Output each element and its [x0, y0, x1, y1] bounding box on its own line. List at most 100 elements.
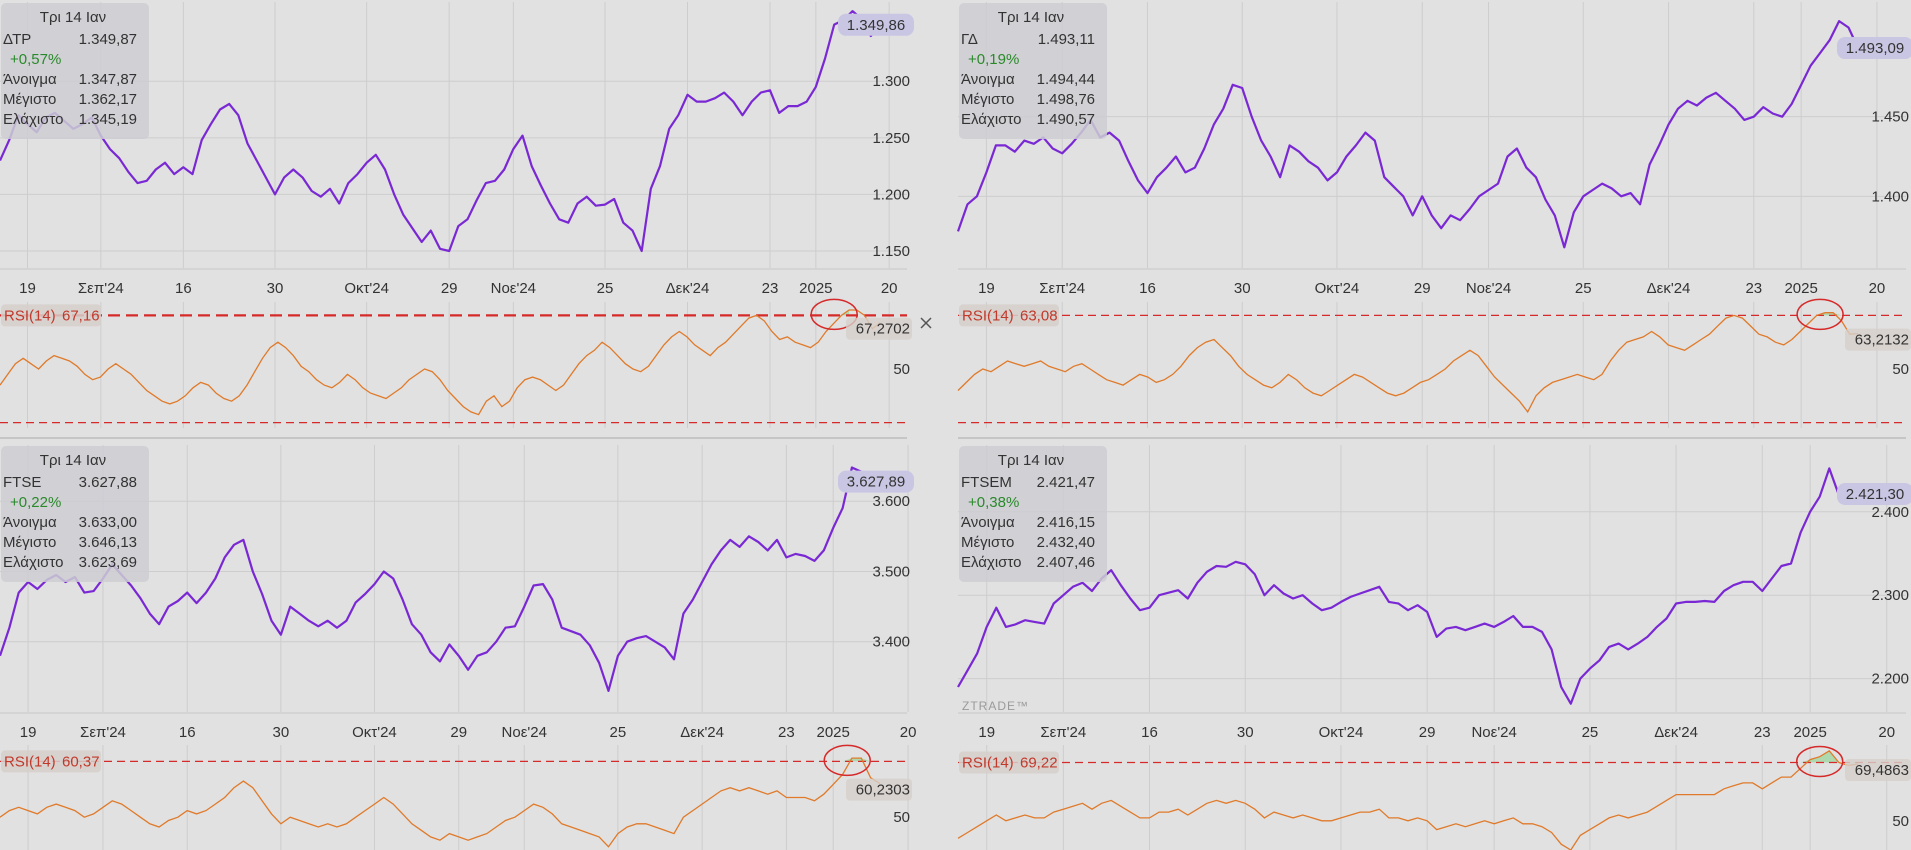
y-tick-label: 3.500	[872, 563, 910, 580]
ztrade-watermark: ZTRADE™	[962, 699, 1029, 713]
info-box-bg	[1, 3, 149, 139]
x-tick-label: 20	[881, 280, 898, 297]
info-label-symbol: ΓΔ	[961, 31, 978, 48]
price-series-line	[957, 467, 1859, 705]
x-tick-label: 30	[267, 280, 284, 297]
info-value-high: 1.362,17	[79, 91, 137, 108]
last-price-badge	[1837, 37, 1911, 60]
info-change: +0,22%	[10, 494, 61, 511]
info-label-high_label: Μέγιστο	[961, 91, 1014, 108]
info-label-open_label: Άνοιγμα	[961, 514, 1015, 531]
y-tick-label: 1.400	[1871, 188, 1909, 205]
info-label-low_label: Ελάχιστο	[961, 111, 1021, 128]
x-tick-label: 2025	[799, 280, 832, 297]
x-tick-label: 2025	[1793, 724, 1826, 741]
x-tick-label: Νοε'24	[1466, 280, 1511, 297]
rsi-series-line	[0, 309, 881, 416]
info-value-last: 2.421,47	[1037, 474, 1095, 491]
price-series-line	[0, 466, 881, 693]
info-value-low: 2.407,46	[1037, 554, 1095, 571]
rsi-last-badge-text: 67,2702	[856, 321, 910, 338]
info-date: Τρι 14 Ιαν	[998, 9, 1064, 26]
overbought-highlight-ring	[1796, 298, 1844, 331]
x-tick-label: 20	[900, 724, 917, 741]
info-label-high_label: Μέγιστο	[961, 534, 1014, 551]
x-tick-label: 16	[179, 724, 196, 741]
rsi-label-bg	[1, 750, 101, 773]
info-label-low_label: Ελάχιστο	[961, 554, 1021, 571]
info-value-low: 3.623,69	[79, 554, 137, 571]
x-tick-label: 23	[778, 724, 795, 741]
info-label-symbol: FTSEM	[961, 474, 1012, 491]
ohlc-info-box: Τρι 14 Ιαν FTSE 3.627,88 +0,22% Άνοιγμα 3.633…	[1, 446, 149, 582]
x-tick-label: Οκτ'24	[1319, 724, 1364, 741]
info-change: +0,19%	[968, 51, 1019, 68]
info-value-high: 1.498,76	[1037, 91, 1095, 108]
x-tick-label: 2025	[1784, 280, 1817, 297]
info-value-high: 2.432,40	[1037, 534, 1095, 551]
x-tick-label: Οκτ'24	[1315, 280, 1360, 297]
rsi-name: RSI(14)	[4, 753, 56, 770]
last-price-badge-text: 1.493,09	[1846, 40, 1904, 57]
x-tick-label: Σεπ'24	[78, 280, 124, 297]
rsi-pane: RSI(14) 60,37 60,2303 50	[0, 744, 912, 848]
x-tick-label: 19	[19, 280, 36, 297]
x-tick-label: Σεπ'24	[1040, 724, 1086, 741]
rsi-name: RSI(14)	[962, 755, 1014, 772]
x-tick-label: 25	[610, 724, 627, 741]
x-tick-label: Δεκ'24	[680, 724, 724, 741]
y-tick-label: 1.450	[1871, 109, 1909, 126]
y-tick-label: 3.400	[872, 634, 910, 651]
overbought-highlight-ring	[810, 298, 858, 331]
overbought-highlight-ring	[823, 744, 871, 777]
close-icon-stroke	[920, 317, 932, 329]
rsi-pane: RSI(14) 63,08 63,2132 50	[957, 298, 1911, 424]
rsi-name: RSI(14)	[962, 307, 1014, 324]
info-value-open: 2.416,15	[1037, 514, 1095, 531]
x-tick-label: Δεκ'24	[1654, 724, 1698, 741]
rsi-series-line	[957, 749, 1859, 850]
x-tick-label: 29	[450, 724, 467, 741]
rsi-mid-tick: 50	[893, 361, 910, 378]
last-price-badge-text: 2.421,30	[1846, 486, 1904, 503]
rsi-last-badge-text: 60,2303	[856, 782, 910, 799]
ohlc-info-box: Τρι 14 Ιαν ΓΔ 1.493,11 +0,19% Άνοιγμα 1.494,4…	[959, 3, 1107, 139]
y-tick-label: 1.150	[872, 243, 910, 260]
rsi-label-bg	[1, 304, 101, 327]
info-date: Τρι 14 Ιαν	[40, 452, 106, 469]
y-tick-label: 1.250	[872, 130, 910, 147]
chart-panel-bottom-left: 3.400 3.500 3.600 19 Σεπ'24 16 30 Οκτ'24 29 Νοε'2…	[0, 445, 916, 850]
rsi-current-value: 60,37	[62, 753, 100, 770]
info-box-bg	[959, 446, 1107, 582]
info-change: +0,57%	[10, 51, 61, 68]
rsi-pane: RSI(14) 69,22 69,4863 50	[957, 745, 1911, 850]
rsi-overbought-area	[1800, 750, 1839, 763]
rsi-name: RSI(14)	[4, 307, 56, 324]
x-tick-label: 20	[1878, 724, 1895, 741]
info-label-symbol: FTSE	[3, 474, 41, 491]
info-date: Τρι 14 Ιαν	[998, 452, 1064, 469]
info-value-last: 1.493,11	[1038, 31, 1095, 48]
x-tick-label: Δεκ'24	[1647, 280, 1691, 297]
x-tick-label: 29	[1419, 724, 1436, 741]
rsi-last-badge	[846, 778, 912, 801]
rsi-current-value: 69,22	[1020, 755, 1058, 772]
info-label-open_label: Άνοιγμα	[961, 71, 1015, 88]
chart-panel-bottom-right: 2.200 2.300 2.400 19 Σεπ'24 16 30 Οκτ'24 29 Νοε'2…	[957, 445, 1911, 850]
rsi-pane: RSI(14) 67,16 67,2702 50	[0, 298, 912, 424]
x-tick-label: 19	[978, 280, 995, 297]
x-tick-label: Σεπ'24	[1039, 280, 1085, 297]
x-tick-label: 25	[1582, 724, 1599, 741]
x-tick-label: 16	[1139, 280, 1156, 297]
rsi-last-badge	[1845, 758, 1911, 781]
last-price-badge-text: 1.349,86	[847, 17, 905, 34]
close-icon[interactable]	[920, 317, 932, 329]
info-label-high_label: Μέγιστο	[3, 91, 56, 108]
info-date: Τρι 14 Ιαν	[40, 9, 106, 26]
rsi-mid-tick: 50	[1892, 813, 1909, 830]
info-value-last: 1.349,87	[79, 31, 137, 48]
last-price-badge	[838, 13, 914, 36]
price-series-line	[0, 10, 881, 253]
